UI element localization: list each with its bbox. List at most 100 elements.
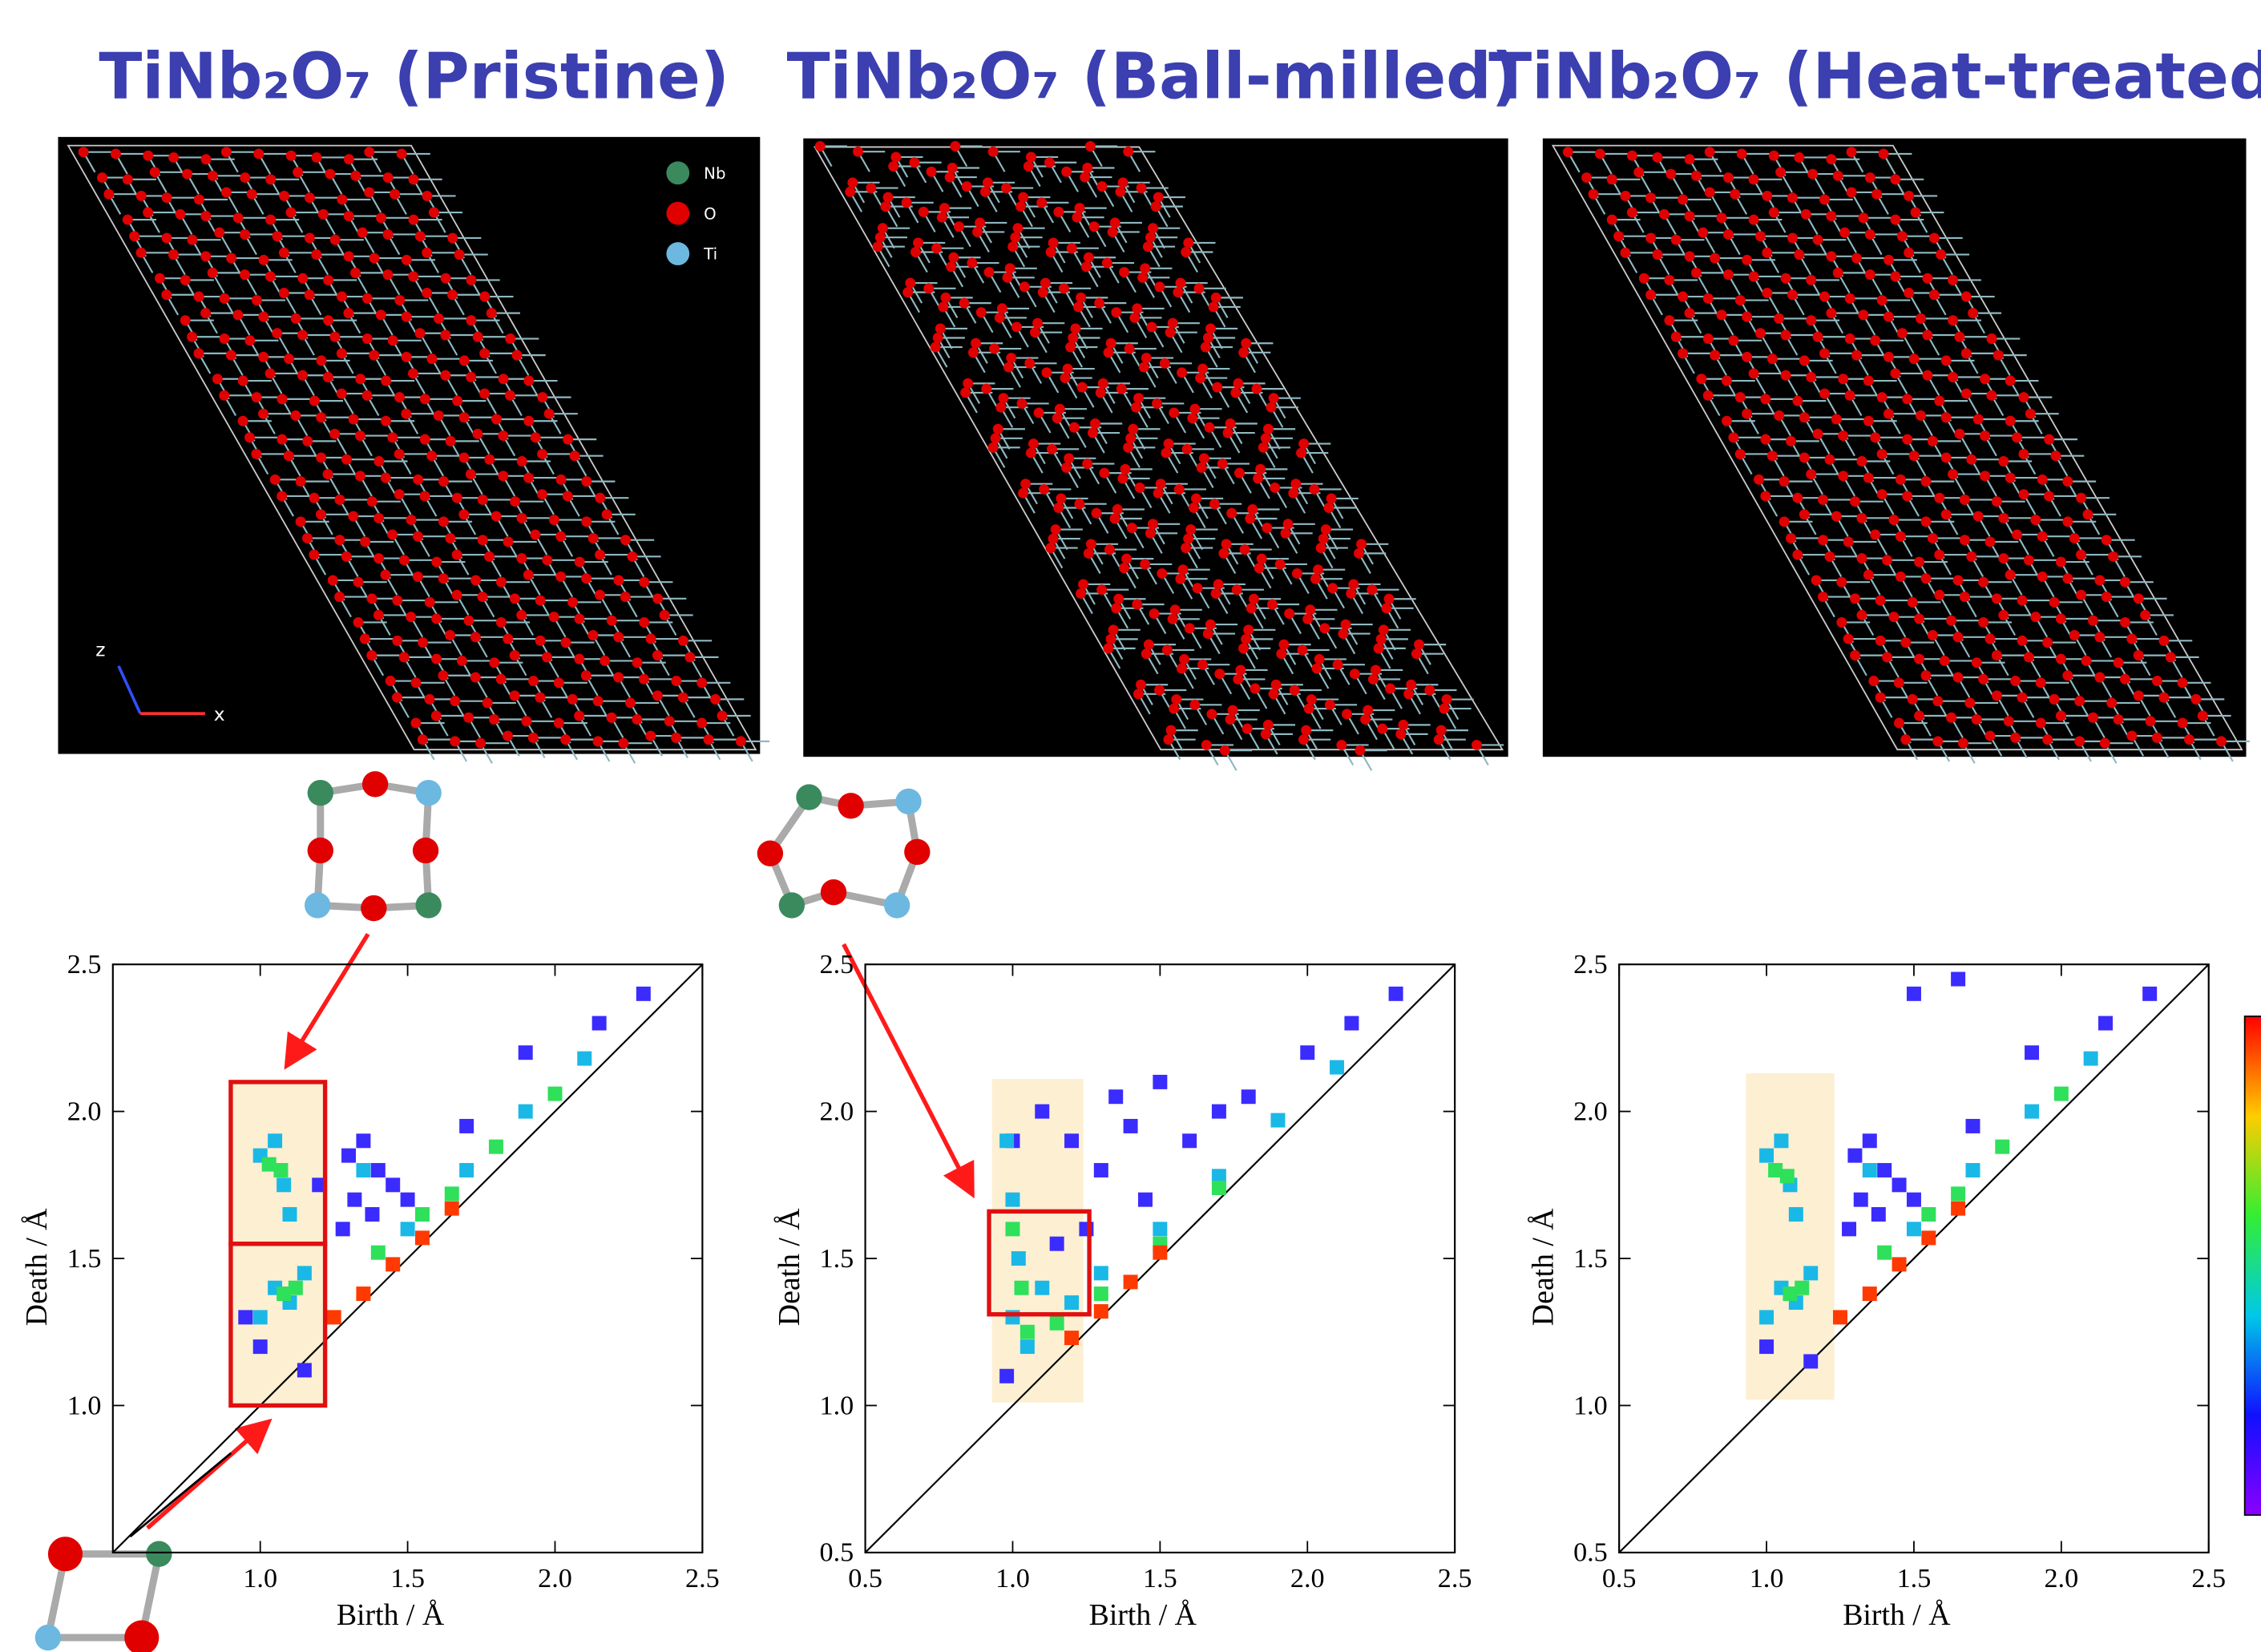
atom [1895, 531, 1906, 542]
atom [504, 390, 515, 401]
atom [2062, 573, 2073, 584]
density-point [1211, 1180, 1226, 1195]
atom [1169, 604, 1181, 616]
atom [1363, 705, 1374, 716]
atom [1904, 247, 1915, 258]
y-tick-label: 2.0 [67, 1097, 102, 1126]
atom [1145, 232, 1156, 243]
atom [1900, 637, 1912, 648]
atom [1968, 308, 1979, 319]
atom [632, 657, 643, 668]
density-point [1842, 1222, 1857, 1237]
y-tick-label: 2.0 [819, 1097, 854, 1126]
density-point [1951, 1186, 1966, 1202]
atom [78, 147, 89, 158]
atom [1863, 472, 1874, 483]
atom [1850, 593, 1861, 604]
density-point [238, 1310, 253, 1325]
atom [505, 333, 516, 344]
atom [652, 593, 664, 604]
atom [1980, 374, 1991, 385]
atom [1268, 689, 1279, 700]
atom [1214, 668, 1225, 680]
density-point [1064, 1295, 1080, 1311]
density-point [273, 1162, 289, 1177]
atom [940, 292, 951, 303]
atom [1722, 415, 1732, 426]
density-point [1049, 1315, 1064, 1331]
atom [1690, 170, 1702, 181]
atom [1291, 567, 1302, 579]
atom [283, 450, 294, 462]
atom [625, 697, 636, 709]
density-point [1759, 1148, 1774, 1163]
atom [244, 335, 256, 346]
atom [1012, 223, 1024, 234]
atom [1978, 673, 1989, 685]
atom [387, 529, 398, 540]
atom [498, 430, 509, 442]
density-point [1330, 1060, 1345, 1075]
atom [1282, 519, 1294, 530]
density-point [1108, 1089, 1124, 1105]
atom [1800, 208, 1811, 220]
atom [1210, 588, 1221, 599]
atom [498, 471, 509, 482]
atom [2133, 650, 2144, 661]
atom [2190, 693, 2202, 705]
atom [1060, 373, 1071, 384]
atom [1818, 535, 1829, 546]
x-tick-label: 0.5 [1602, 1564, 1637, 1593]
y-axis-label: Death / Å [773, 1208, 806, 1326]
atom [419, 434, 430, 445]
atom [877, 223, 888, 234]
density-point [297, 1363, 312, 1378]
atom [1594, 148, 1605, 160]
atom [341, 454, 352, 465]
atom [1702, 293, 1714, 304]
atom [385, 676, 396, 687]
atom [1233, 674, 1244, 685]
atom [359, 633, 370, 644]
atom [129, 231, 140, 242]
atom [1302, 613, 1314, 624]
atom [1964, 697, 1976, 709]
atom [2017, 692, 2028, 703]
atom [2003, 716, 2014, 727]
atom [316, 452, 327, 463]
atom [419, 491, 430, 502]
atom [1177, 367, 1188, 378]
atom [406, 612, 417, 623]
atom [458, 452, 470, 463]
atom [1053, 503, 1064, 513]
density-point [252, 1339, 268, 1355]
ring-atom [883, 892, 910, 919]
density-point [1951, 1201, 1966, 1216]
density-point [400, 1192, 415, 1207]
density-point [1862, 1162, 1877, 1177]
atom [606, 712, 617, 723]
density-point [1211, 1169, 1226, 1184]
atom [1129, 312, 1141, 323]
atom [1690, 267, 1702, 278]
atom [2050, 450, 2061, 462]
atom [1875, 692, 1886, 703]
atom [1048, 237, 1059, 248]
atom [1221, 539, 1232, 550]
atom [1882, 555, 1893, 566]
atom [1117, 177, 1128, 188]
atom [1851, 349, 1862, 361]
atom [225, 349, 236, 361]
atom [1766, 450, 1778, 462]
atom [1062, 363, 1073, 374]
atom [1824, 551, 1835, 562]
atom [212, 374, 223, 385]
atom [946, 261, 957, 273]
atom [240, 228, 251, 240]
atom [553, 717, 564, 729]
atom [1314, 653, 1325, 664]
atom [182, 168, 193, 180]
atom [2037, 474, 2048, 485]
atom [329, 428, 341, 439]
atom [1015, 201, 1027, 212]
